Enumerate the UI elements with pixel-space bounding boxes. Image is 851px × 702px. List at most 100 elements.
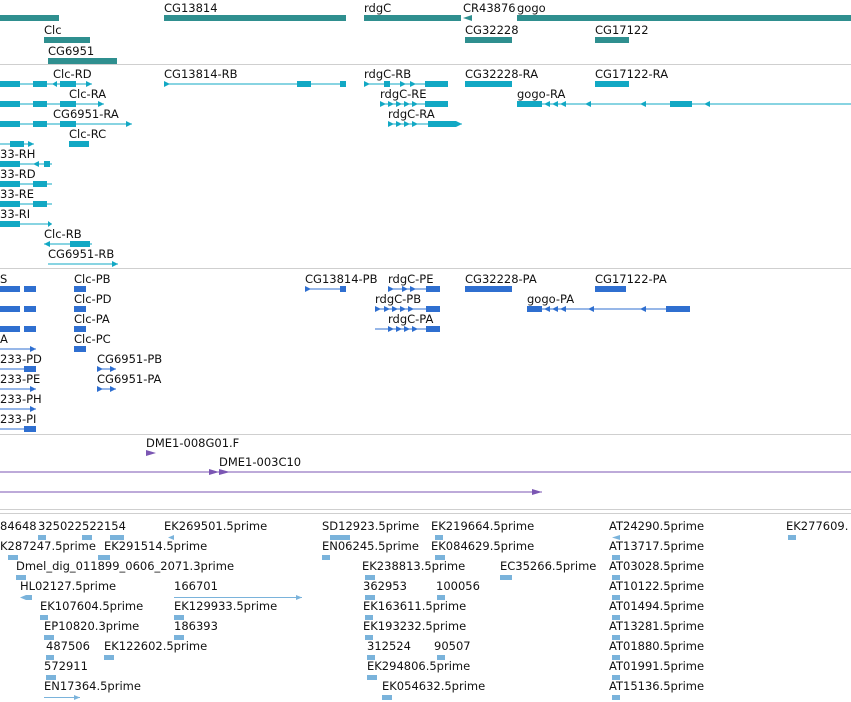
protein-glyph[interactable] — [388, 326, 394, 332]
protein-glyph[interactable] — [388, 286, 394, 292]
protein-label[interactable]: rdgC-PA — [388, 312, 434, 326]
est-glyph[interactable] — [365, 575, 375, 580]
est-label[interactable]: AT01991.5prime — [609, 659, 705, 673]
est-label[interactable]: EK291514.5prime — [104, 539, 208, 553]
protein-glyph[interactable] — [396, 326, 402, 332]
transcript-label[interactable]: rdgC-RB — [364, 67, 412, 81]
gene-label[interactable]: CG32228 — [465, 23, 519, 37]
protein-glyph[interactable] — [400, 306, 406, 312]
est-label[interactable]: EK163611.5prime — [363, 599, 467, 613]
gene-label[interactable]: CG6951 — [48, 44, 95, 58]
protein-label[interactable]: CG6951-PB — [97, 352, 163, 366]
est-label[interactable]: 100056 — [436, 579, 480, 593]
est-label[interactable]: AT01494.5prime — [609, 599, 705, 613]
protein-label[interactable]: Clc-PA — [74, 312, 110, 326]
gene-glyph[interactable] — [463, 15, 472, 21]
clone-glyph[interactable] — [219, 469, 230, 475]
transcript-glyph[interactable] — [388, 101, 394, 107]
transcript-glyph[interactable] — [404, 121, 410, 127]
est-label[interactable]: 487506 — [46, 639, 90, 653]
est-label[interactable]: 312524 — [367, 639, 411, 653]
est-label[interactable]: EK193232.5prime — [363, 619, 467, 633]
gene-glyph[interactable] — [164, 15, 346, 21]
transcript-glyph[interactable] — [86, 81, 92, 87]
protein-glyph[interactable] — [97, 366, 103, 372]
protein-glyph[interactable] — [110, 386, 116, 392]
gene-glyph[interactable] — [595, 37, 629, 43]
transcript-glyph[interactable] — [0, 101, 20, 107]
est-glyph[interactable] — [8, 555, 18, 560]
transcript-label[interactable]: CG32228-RA — [465, 67, 539, 81]
protein-glyph[interactable] — [402, 286, 408, 292]
transcript-label[interactable]: CG13814-RB — [164, 67, 238, 81]
est-glyph[interactable] — [110, 535, 124, 540]
transcript-glyph[interactable] — [33, 181, 47, 187]
protein-glyph[interactable] — [24, 306, 36, 312]
transcript-glyph[interactable] — [560, 101, 566, 107]
est-glyph[interactable] — [437, 595, 445, 600]
transcript-glyph[interactable] — [670, 101, 692, 107]
est-label[interactable]: 166701 — [174, 579, 218, 593]
est-label[interactable]: 186393 — [174, 619, 218, 633]
est-label[interactable]: K287247.5prime — [0, 539, 96, 553]
protein-glyph[interactable] — [426, 326, 440, 332]
est-label[interactable]: 572911 — [44, 659, 88, 673]
protein-glyph[interactable] — [392, 306, 398, 312]
est-label[interactable]: EN17364.5prime — [44, 679, 141, 693]
transcript-glyph[interactable] — [384, 81, 390, 87]
protein-label[interactable]: gogo-PA — [527, 292, 575, 306]
protein-glyph[interactable] — [74, 306, 86, 312]
transcript-glyph[interactable] — [60, 121, 76, 127]
protein-glyph[interactable] — [74, 346, 86, 352]
protein-glyph[interactable] — [30, 406, 36, 412]
protein-glyph[interactable] — [74, 286, 86, 292]
clone-label[interactable]: DME1-003C10 — [219, 455, 302, 469]
est-glyph[interactable] — [365, 615, 373, 620]
protein-label[interactable]: Clc-PC — [74, 332, 111, 346]
transcript-label[interactable]: CG6951-RA — [53, 107, 119, 121]
est-glyph[interactable] — [44, 635, 54, 640]
protein-glyph[interactable] — [24, 426, 36, 432]
est-label[interactable]: EP10820.3prime — [44, 619, 140, 633]
transcript-glyph[interactable] — [396, 121, 402, 127]
protein-label[interactable]: CG32228-PA — [465, 272, 537, 286]
est-glyph[interactable] — [365, 595, 375, 600]
transcript-glyph[interactable] — [585, 101, 591, 107]
protein-glyph[interactable] — [384, 306, 390, 312]
est-glyph[interactable] — [612, 635, 620, 640]
protein-label[interactable]: 233-PH — [0, 392, 42, 406]
gene-glyph[interactable] — [44, 37, 90, 43]
est-label[interactable]: EK084629.5prime — [431, 539, 535, 553]
est-label[interactable]: EN06245.5prime — [322, 539, 419, 553]
est-glyph[interactable] — [20, 595, 26, 600]
est-label[interactable]: EK219664.5prime — [431, 519, 535, 533]
est-label[interactable]: EK129933.5prime — [174, 599, 278, 613]
est-glyph[interactable] — [46, 675, 56, 680]
protein-glyph[interactable] — [588, 306, 594, 312]
protein-glyph[interactable] — [666, 306, 690, 312]
gene-glyph[interactable] — [364, 15, 461, 21]
transcript-glyph[interactable] — [10, 141, 24, 147]
protein-glyph[interactable] — [465, 286, 512, 292]
transcript-label[interactable]: 33-RH — [0, 147, 36, 161]
protein-glyph[interactable] — [640, 306, 646, 312]
transcript-glyph[interactable] — [164, 81, 170, 87]
transcript-glyph[interactable] — [0, 221, 20, 227]
transcript-glyph[interactable] — [297, 81, 311, 87]
est-label[interactable]: Dmel_dig_011899_0606_2071.3prime — [16, 559, 235, 573]
transcript-glyph[interactable] — [400, 81, 406, 87]
est-label[interactable]: EK277609. — [786, 519, 849, 533]
protein-glyph[interactable] — [74, 326, 86, 332]
transcript-glyph[interactable] — [544, 101, 550, 107]
transcript-glyph[interactable] — [0, 201, 20, 207]
transcript-glyph[interactable] — [640, 101, 646, 107]
est-glyph[interactable] — [382, 695, 392, 700]
transcript-label[interactable]: Clc-RB — [44, 227, 82, 241]
transcript-label[interactable]: 33-RE — [0, 187, 35, 201]
transcript-glyph[interactable] — [44, 161, 50, 167]
transcript-glyph[interactable] — [428, 121, 456, 127]
est-glyph[interactable] — [612, 695, 620, 700]
est-label[interactable]: AT24290.5prime — [609, 519, 705, 533]
protein-glyph[interactable] — [24, 326, 36, 332]
transcript-label[interactable]: gogo-RA — [517, 87, 566, 101]
